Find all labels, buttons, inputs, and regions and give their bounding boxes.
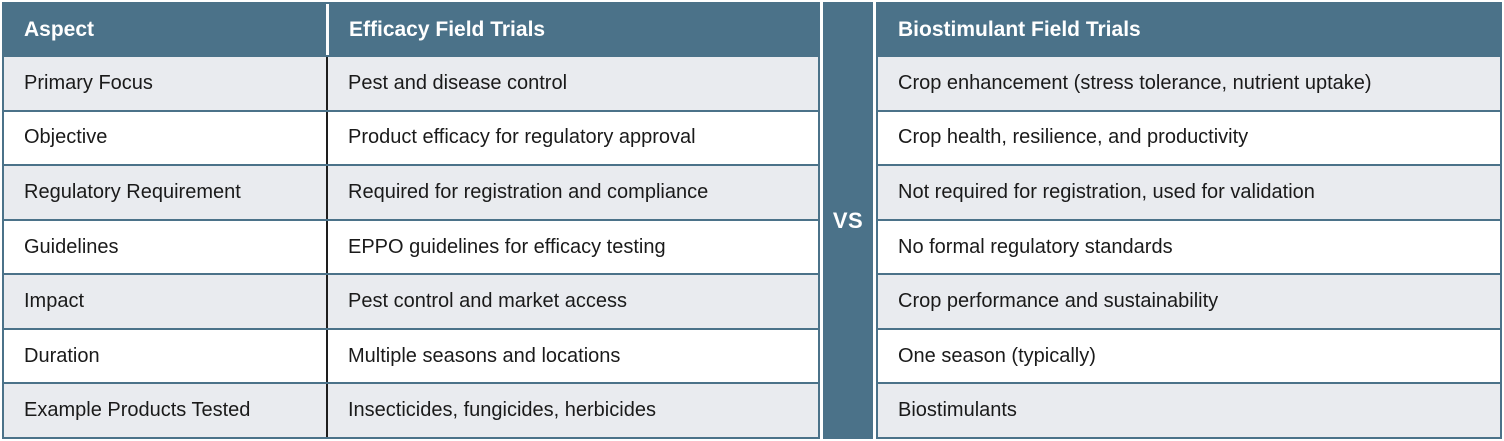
divider-gap — [820, 2, 823, 439]
efficacy-cell: EPPO guidelines for efficacy testing — [326, 220, 818, 274]
table-row: Guidelines EPPO guidelines for efficacy … — [4, 218, 818, 274]
efficacy-table: Aspect Efficacy Field Trials Primary Foc… — [2, 2, 820, 439]
aspect-cell: Example Products Tested — [24, 399, 251, 422]
biostimulant-cell: Crop health, resilience, and productivit… — [898, 126, 1249, 149]
aspect-cell: Impact — [24, 290, 85, 313]
table-row: Impact Pest control and market access — [4, 273, 818, 328]
aspect-cell: Guidelines — [24, 235, 119, 258]
aspect-cell: Primary Focus — [24, 71, 153, 94]
table-row: Duration Multiple seasons and locations — [4, 327, 818, 383]
biostimulant-cell: Crop performance and sustainability — [898, 290, 1219, 313]
vs-label: VS — [832, 207, 864, 233]
efficacy-cell: Pest control and market access — [326, 275, 818, 328]
biostimulant-cell: No formal regulatory standards — [898, 235, 1173, 258]
aspect-cell: Duration — [24, 344, 100, 367]
header-efficacy-field-trials: Efficacy Field Trials — [326, 4, 818, 55]
biostimulant-table: Biostimulant Field Trials Crop enhanceme… — [876, 2, 1502, 439]
table-row: Regulatory Requirement Required for regi… — [4, 164, 818, 219]
efficacy-cell: Product efficacy for regulatory approval — [326, 111, 818, 165]
vs-badge: VS — [823, 2, 873, 439]
header-biostimulant-field-trials: Biostimulant Field Trials — [898, 17, 1141, 41]
table-row: Not required for registration, used for … — [878, 164, 1500, 219]
efficacy-cell: Required for registration and compliance — [326, 166, 818, 219]
table-row: One season (typically) — [878, 327, 1500, 383]
efficacy-cell: Multiple seasons and locations — [326, 329, 818, 383]
header-aspect: Aspect — [24, 17, 95, 41]
aspect-cell: Regulatory Requirement — [24, 180, 241, 203]
biostimulant-cell: Not required for registration, used for … — [898, 180, 1315, 203]
biostimulant-cell: Biostimulants — [898, 399, 1017, 422]
biostimulant-cell: Crop enhancement (stress tolerance, nutr… — [898, 71, 1372, 94]
table-row: Crop performance and sustainability — [878, 273, 1500, 328]
table-row: No formal regulatory standards — [878, 218, 1500, 274]
efficacy-cell: Pest and disease control — [326, 57, 818, 110]
table-row: Objective Product efficacy for regulator… — [4, 109, 818, 165]
table-row: Primary Focus Pest and disease control — [4, 55, 818, 110]
table-row: Biostimulants — [878, 382, 1500, 438]
divider-gap — [873, 2, 876, 439]
table-row: Crop health, resilience, and productivit… — [878, 109, 1500, 165]
table-row: Example Products Tested Insecticides, fu… — [4, 382, 818, 438]
biostimulant-cell: One season (typically) — [898, 344, 1096, 367]
efficacy-cell: Insecticides, fungicides, herbicides — [326, 384, 818, 438]
biostimulant-table-header-row: Biostimulant Field Trials — [878, 4, 1500, 55]
efficacy-table-header-row: Aspect Efficacy Field Trials — [4, 4, 818, 55]
aspect-cell: Objective — [24, 126, 108, 149]
table-row: Crop enhancement (stress tolerance, nutr… — [878, 55, 1500, 110]
